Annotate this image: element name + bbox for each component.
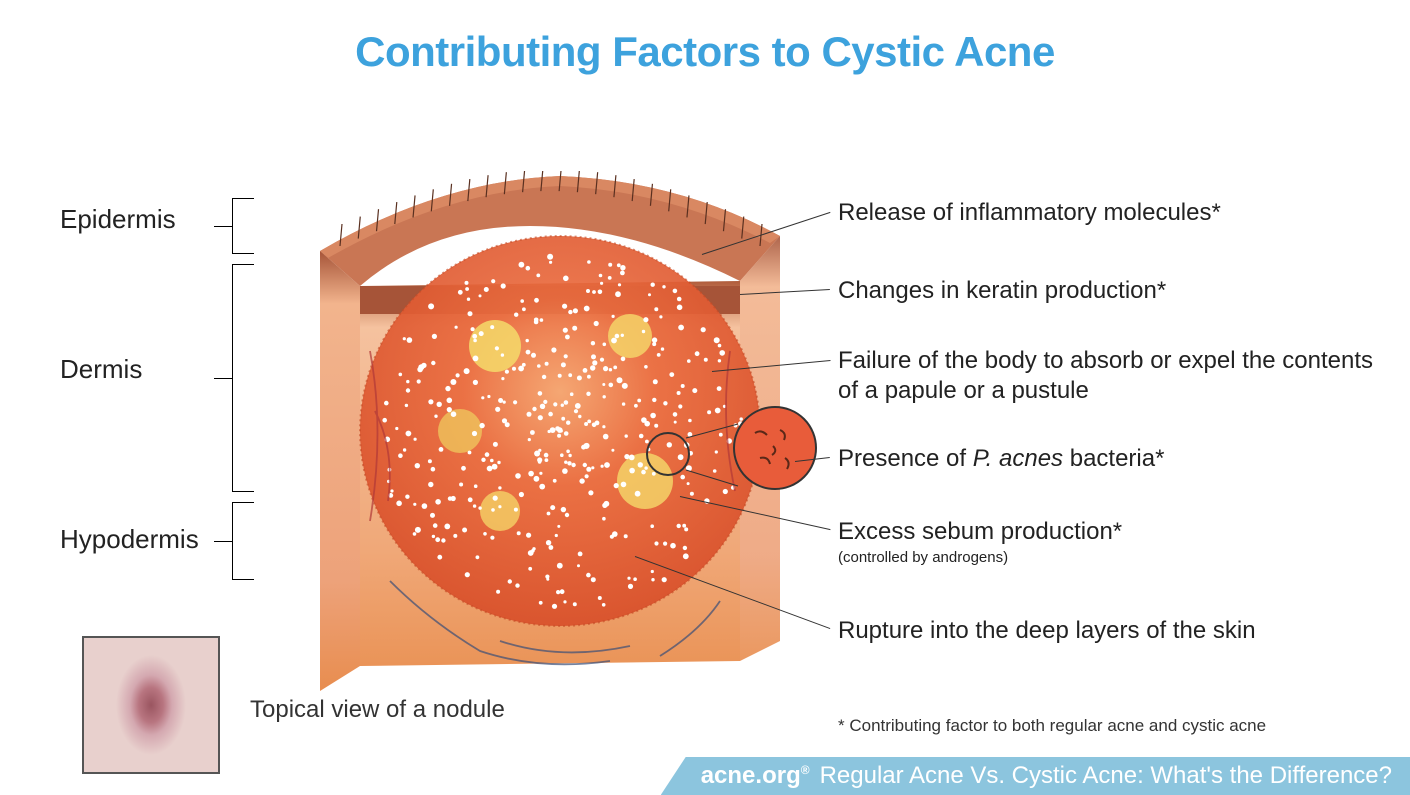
factor-0: Release of inflammatory molecules* (838, 198, 1378, 228)
diagram-area: Epidermis Dermis Hypodermis (0, 76, 1410, 716)
thumb-label: Topical view of a nodule (250, 696, 505, 724)
skin-cube-illustration (300, 171, 790, 701)
footer-banner: acne.org® Regular Acne Vs. Cystic Acne: … (661, 757, 1410, 795)
footer-tagline: Regular Acne Vs. Cystic Acne: What's the… (820, 762, 1392, 790)
factor-5: Rupture into the deep layers of the skin (838, 616, 1378, 646)
footer-brand: acne.org® (701, 762, 810, 790)
nodule-thumbnail (82, 636, 220, 774)
factor-1: Changes in keratin production* (838, 276, 1378, 306)
layer-label-hypodermis: Hypodermis (60, 524, 199, 555)
layer-label-epidermis: Epidermis (60, 204, 176, 235)
page-title: Contributing Factors to Cystic Acne (0, 0, 1410, 76)
factor-3: Presence of P. acnes bacteria* (838, 444, 1378, 474)
bracket-epidermis (232, 198, 254, 254)
magnifier-small (646, 432, 690, 476)
bracket-dermis (232, 264, 254, 492)
factor-2: Failure of the body to absorb or expel t… (838, 346, 1378, 406)
layer-label-dermis: Dermis (60, 354, 142, 385)
footnote: * Contributing factor to both regular ac… (838, 716, 1266, 736)
factor-4: Excess sebum production*(controlled by a… (838, 517, 1378, 568)
magnifier-large (733, 406, 817, 490)
bracket-hypodermis (232, 502, 254, 580)
